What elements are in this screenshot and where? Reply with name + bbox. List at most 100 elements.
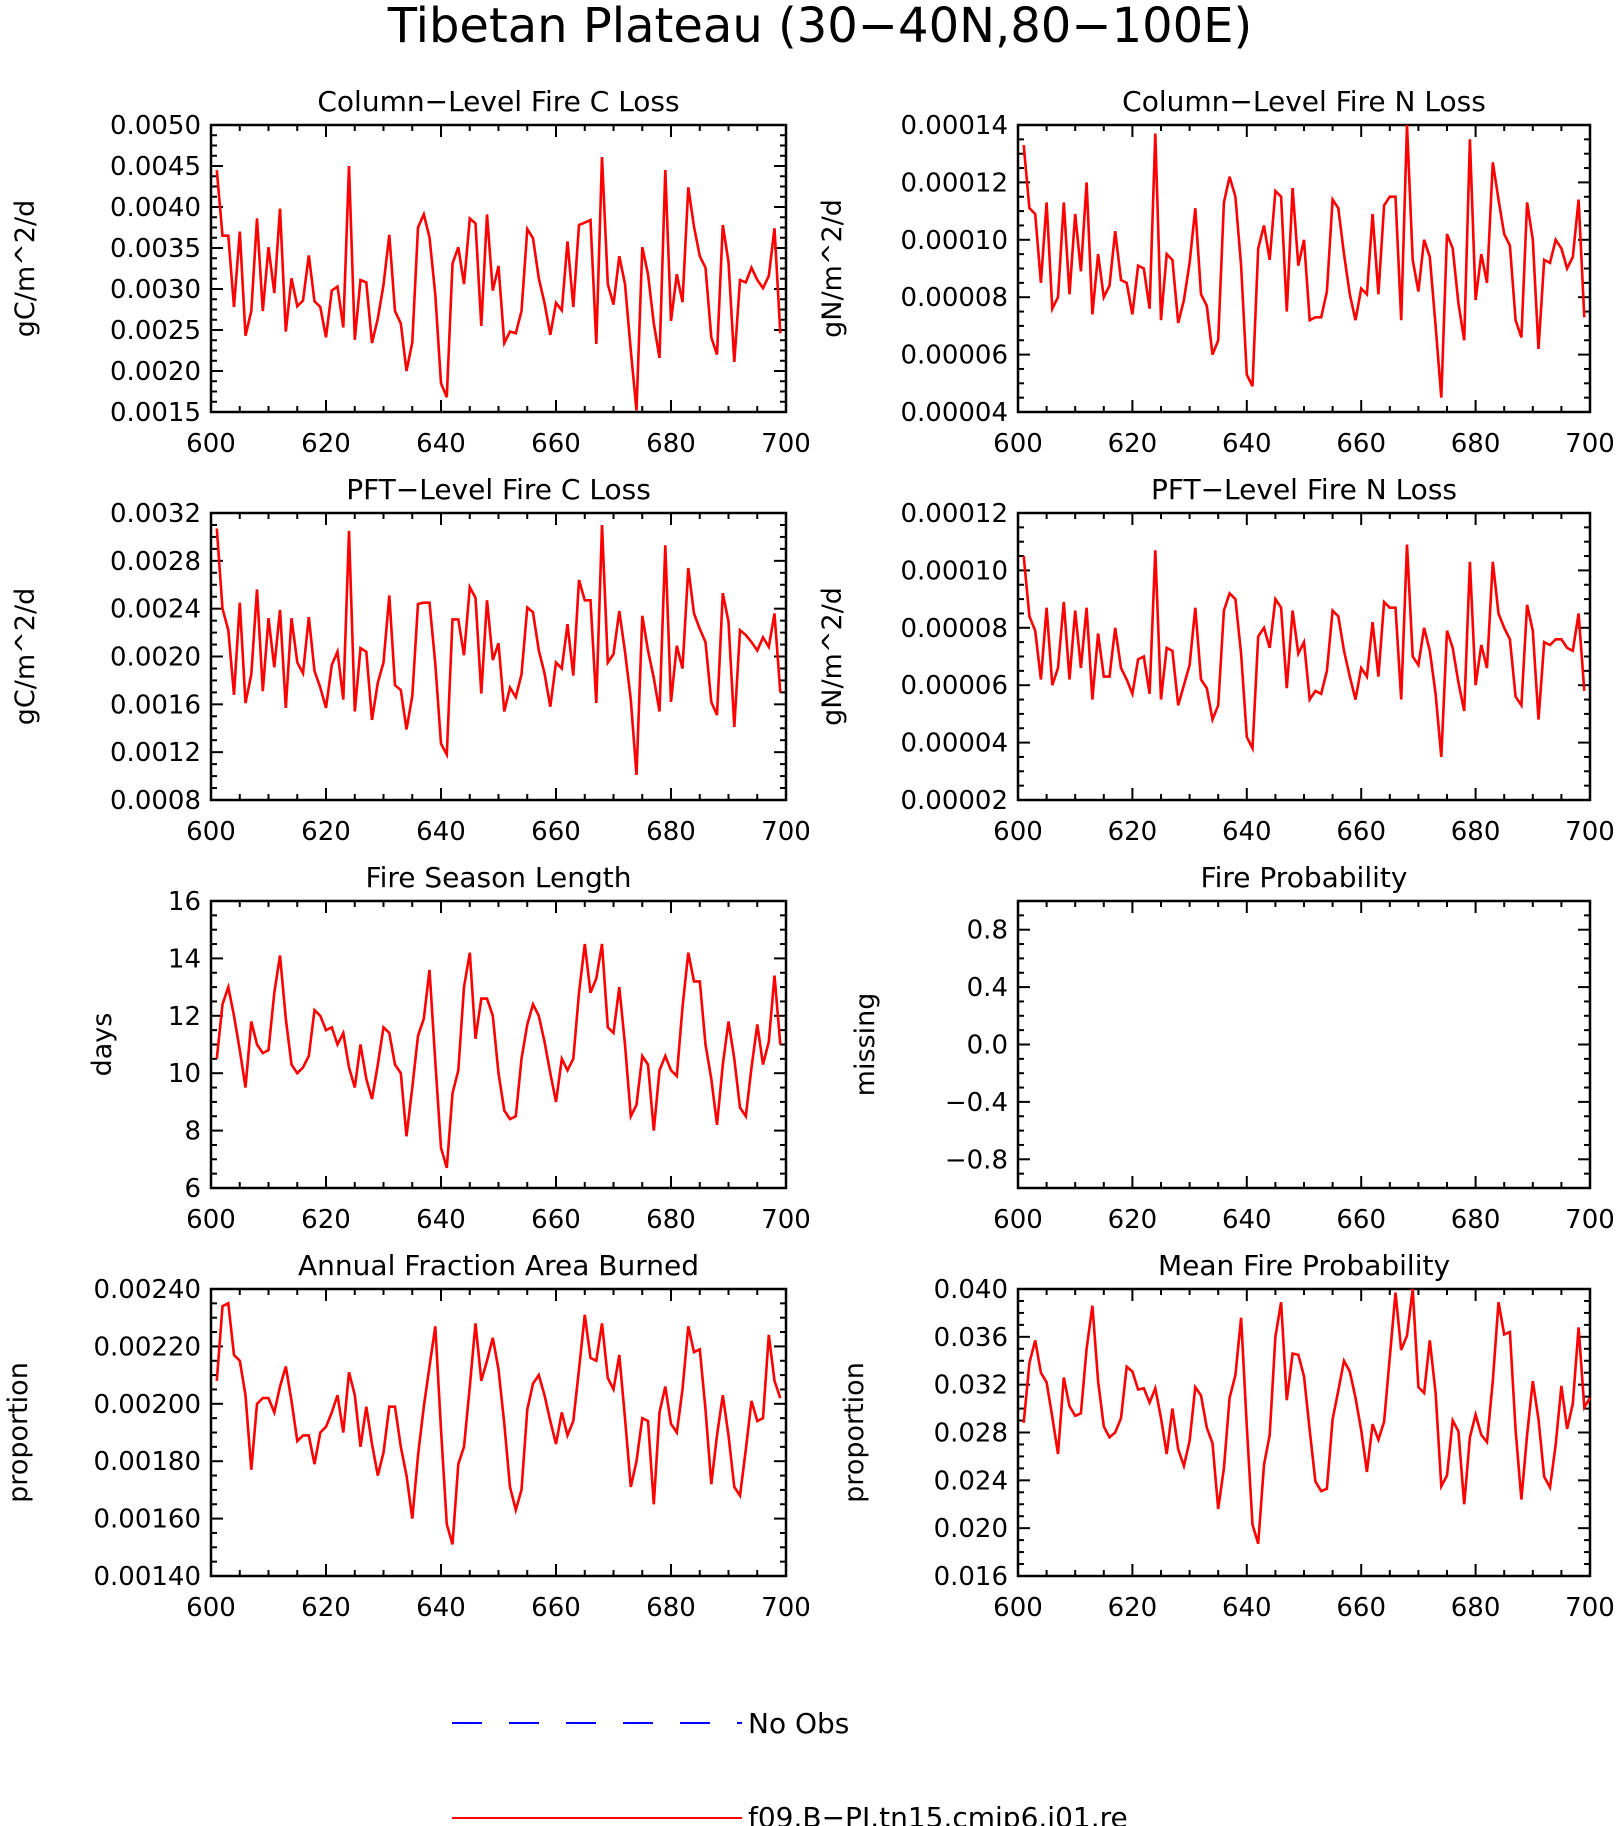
y-tick-label: 0.00002 [900,786,1008,816]
legend-label-noobs: No Obs [748,1707,849,1740]
panel-title: PFT−Level Fire N Loss [1151,473,1457,506]
y-tick-label: 0.00008 [900,283,1008,313]
chart-panel-6: Fire Probability 600 620 640 660 680 700 −0.8 −0… [850,861,1615,1235]
chart-panel-8: Mean Fire Probability 600 620 640 660 680 700 0… [839,1249,1615,1623]
y-tick-label: 0.00008 [900,614,1008,644]
y-tick-label: 0.020 [934,1514,1008,1544]
y-tick-label: −0.8 [945,1145,1008,1175]
x-tick-label: 640 [416,1205,466,1235]
panel-title: Column−Level Fire C Loss [317,85,679,118]
x-tick-label: 640 [1222,1593,1272,1623]
y-tick-label: 0.032 [934,1371,1008,1401]
x-tick-label: 600 [186,1593,236,1623]
x-tick-label: 680 [646,429,696,459]
x-tick-label: 660 [1336,817,1386,847]
y-tick-label: 0.00220 [93,1332,201,1362]
x-tick-label: 620 [1108,1593,1158,1623]
plot-frame [1016,511,1592,802]
x-tick-label: 660 [531,1205,581,1235]
panel-title: Annual Fraction Area Burned [298,1249,699,1282]
x-tick-label: 700 [761,1205,811,1235]
chart-panel-2: Column−Level Fire N Loss 600 620 640 660 680 7… [817,85,1615,459]
y-tick-label: 0.00160 [93,1505,201,1535]
y-tick-label: 16 [168,887,201,917]
y-axis-label: gN/m^2/d [817,199,848,338]
x-tick-label: 640 [1222,1205,1272,1235]
y-tick-label: 0.00200 [93,1390,201,1420]
series-line [215,524,782,775]
y-tick-label: 0.00012 [900,168,1008,198]
y-tick-label: 0.0028 [110,547,201,577]
y-tick-label: 6 [184,1174,201,1204]
x-tick-label: 600 [993,1593,1043,1623]
chart-panel-5: Fire Season Length 600 620 640 660 680 700 6 8 10… [87,861,811,1235]
y-tick-label: 0.0040 [110,193,201,223]
x-tick-label: 620 [1108,1205,1158,1235]
y-tick-label: 0.0 [967,1031,1008,1061]
y-tick-label: 0.040 [934,1275,1008,1305]
x-tick-label: 660 [531,429,581,459]
y-tick-label: 10 [168,1059,201,1089]
x-tick-label: 700 [761,429,811,459]
chart-panel-4: PFT−Level Fire N Loss 600 620 640 660 680 700 0… [817,473,1615,847]
x-tick-label: 660 [531,1593,581,1623]
series-line [215,1301,782,1545]
legend-label-series: f09.B−PI.tn15.cmip6.j01.re [748,1801,1128,1826]
y-tick-label: 0.00006 [900,671,1008,701]
y-tick-label: 0.00004 [900,729,1008,759]
x-tick-label: 660 [1336,429,1386,459]
y-axis-label: gC/m^2/d [10,588,41,725]
y-axis-label: gN/m^2/d [817,587,848,726]
y-tick-label: 0.0016 [110,690,201,720]
series-line [1022,1288,1592,1545]
y-tick-label: −0.4 [945,1088,1008,1118]
panel-title: Fire Probability [1201,861,1408,894]
y-tick-label: 0.0050 [110,111,201,141]
y-tick-label: 0.016 [934,1562,1008,1592]
x-tick-label: 640 [1222,817,1272,847]
x-tick-label: 680 [1451,1205,1501,1235]
y-tick-label: 0.00006 [900,341,1008,371]
y-axis-label: missing [850,993,881,1097]
chart-panel-1: Column−Level Fire C Loss 600 620 640 660 680 7… [10,85,811,459]
x-tick-label: 680 [646,1593,696,1623]
y-tick-label: 0.0025 [110,316,201,346]
x-tick-label: 620 [301,817,351,847]
panel-title: PFT−Level Fire C Loss [346,473,651,506]
x-tick-label: 660 [1336,1205,1386,1235]
y-tick-label: 0.0012 [110,738,201,768]
x-tick-label: 640 [1222,429,1272,459]
plot-frame [209,899,788,1190]
y-tick-label: 0.00180 [93,1447,201,1477]
series-line [215,156,782,411]
series-line [215,943,782,1169]
y-tick-label: 0.00010 [900,226,1008,256]
y-tick-label: 0.036 [934,1323,1008,1353]
plot-frame [1016,899,1592,1190]
panel-title: Fire Season Length [366,861,632,894]
plot-frame [1016,123,1592,414]
x-tick-label: 700 [761,1593,811,1623]
legend: No Obs f09.B−PI.tn15.cmip6.j01.re [452,1707,1128,1826]
y-tick-label: 0.028 [934,1419,1008,1449]
y-tick-label: 0.00004 [900,398,1008,428]
x-tick-label: 680 [646,1205,696,1235]
y-tick-label: 0.0020 [110,357,201,387]
figure-title: Tibetan Plateau (30−40N,80−100E) [387,0,1252,54]
y-tick-label: 0.00140 [93,1562,201,1592]
series-line [1022,124,1586,398]
x-tick-label: 620 [1108,817,1158,847]
y-tick-label: 0.0024 [110,595,201,625]
panel-title: Mean Fire Probability [1158,1249,1450,1282]
x-tick-label: 600 [186,1205,236,1235]
y-tick-label: 0.0035 [110,234,201,264]
y-axis-label: gC/m^2/d [10,200,41,337]
chart-panel-3: PFT−Level Fire C Loss 600 620 640 660 680 700 0… [10,473,811,847]
y-tick-label: 0.8 [967,916,1008,946]
y-tick-label: 0.024 [934,1466,1008,1496]
x-tick-label: 600 [993,429,1043,459]
x-tick-label: 680 [646,817,696,847]
y-tick-label: 0.0015 [110,398,201,428]
y-tick-label: 0.4 [967,973,1008,1003]
